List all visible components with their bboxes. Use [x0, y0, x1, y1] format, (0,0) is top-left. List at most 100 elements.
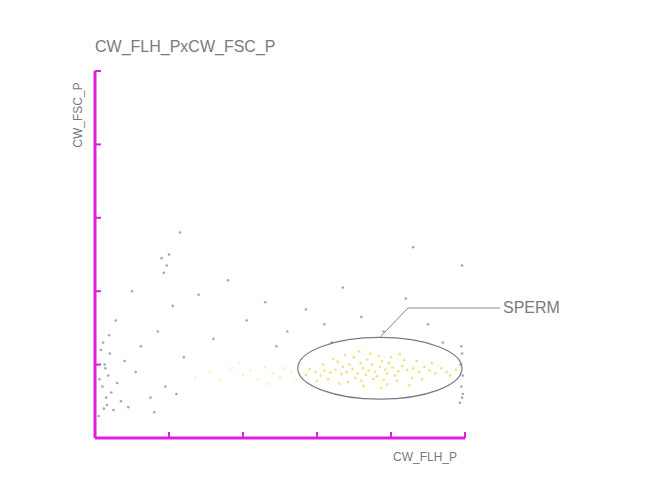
chart: CW_FLH_PxCW_FSC_PSPERMCW_FLH_PCW_FSC_P: [0, 0, 665, 488]
point: [399, 353, 402, 356]
y-axis: [94, 71, 97, 438]
point: [97, 415, 100, 418]
point: [386, 383, 389, 386]
point: [362, 367, 365, 370]
x-tick: [168, 432, 170, 438]
point: [98, 378, 101, 381]
point: [403, 359, 406, 362]
point: [264, 366, 267, 369]
point: [127, 406, 130, 409]
point: [227, 279, 230, 282]
point: [168, 253, 171, 256]
point: [406, 368, 409, 371]
point: [461, 264, 464, 267]
point: [175, 393, 178, 396]
point: [344, 354, 347, 357]
point: [362, 385, 365, 388]
point: [461, 396, 464, 399]
point: [107, 374, 110, 377]
point: [434, 372, 437, 375]
point: [380, 387, 383, 390]
point: [327, 378, 330, 381]
point: [442, 341, 445, 344]
point: [245, 319, 248, 322]
point: [430, 362, 433, 365]
point: [286, 330, 289, 333]
point: [460, 345, 463, 348]
point: [445, 371, 448, 374]
point: [360, 316, 363, 319]
point: [179, 231, 182, 234]
point: [123, 360, 126, 363]
point: [322, 363, 325, 366]
point: [391, 366, 394, 369]
point: [396, 379, 399, 382]
point: [405, 297, 408, 300]
point: [356, 372, 359, 375]
point: [365, 374, 368, 377]
point: [370, 363, 373, 366]
x-axis-label: CW_FLH_P: [393, 450, 457, 464]
point: [440, 367, 443, 370]
point: [164, 385, 167, 388]
point: [459, 401, 462, 404]
point: [353, 356, 356, 359]
point: [271, 372, 274, 375]
point: [275, 345, 278, 348]
point: [410, 377, 413, 380]
point: [208, 371, 211, 374]
point: [194, 377, 197, 380]
point: [105, 396, 108, 399]
point: [163, 272, 166, 275]
point: [390, 356, 393, 359]
point: [387, 362, 390, 365]
point: [334, 368, 337, 371]
point: [372, 378, 375, 381]
point: [423, 366, 426, 369]
point: [319, 374, 322, 377]
point: [342, 366, 345, 369]
point: [412, 367, 415, 370]
point: [449, 374, 452, 377]
point: [323, 323, 326, 326]
point: [295, 379, 298, 382]
point: [427, 323, 430, 326]
point: [354, 377, 357, 380]
point: [109, 352, 112, 355]
point: [257, 378, 260, 381]
point: [386, 372, 389, 375]
point: [416, 360, 419, 363]
point: [140, 345, 143, 348]
x-tick: [242, 432, 244, 438]
y-tick: [95, 437, 101, 439]
point: [377, 354, 380, 357]
point: [342, 286, 345, 289]
leader-line: [380, 308, 500, 337]
point: [360, 379, 363, 382]
point: [106, 404, 109, 407]
point: [338, 382, 341, 385]
point: [268, 382, 271, 385]
y-tick: [95, 143, 101, 145]
point: [183, 356, 186, 359]
point: [366, 358, 369, 361]
point: [305, 374, 308, 377]
point: [197, 294, 200, 297]
point: [340, 373, 343, 376]
point: [379, 366, 382, 369]
point: [249, 369, 252, 372]
point: [110, 391, 113, 394]
point: [279, 376, 282, 379]
point: [345, 371, 348, 374]
point: [100, 349, 103, 352]
point: [131, 290, 134, 293]
point: [103, 407, 106, 410]
y-tick: [95, 364, 101, 366]
point: [461, 393, 464, 396]
point: [329, 371, 332, 374]
y-axis-label: CW_FSC_P: [71, 82, 85, 147]
title: CW_FLH_PxCW_FSC_P: [95, 38, 275, 56]
point: [160, 257, 163, 260]
point: [116, 382, 119, 385]
point: [381, 360, 384, 363]
